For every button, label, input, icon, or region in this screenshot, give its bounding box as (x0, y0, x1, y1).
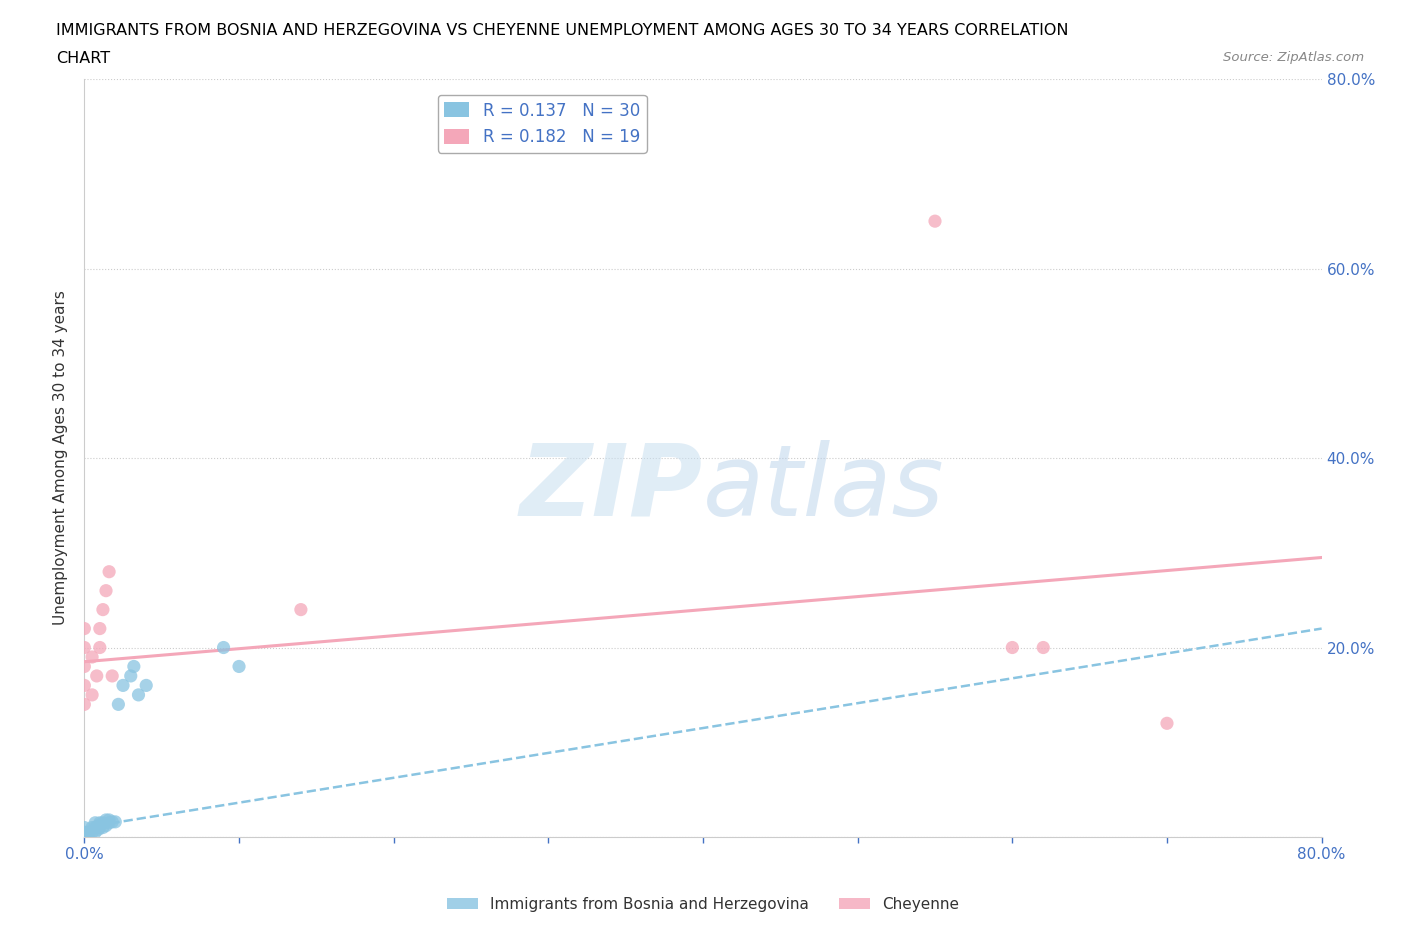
Point (86, 669, 108, 684)
Point (73, 830, 96, 844)
Point (101, 669, 124, 684)
Point (1156, 716, 1178, 731)
Point (924, 214, 946, 229)
Point (82, 820, 104, 835)
Point (89, 621, 111, 636)
Point (112, 678, 135, 693)
Point (84, 820, 107, 835)
Point (1032, 640, 1054, 655)
Point (228, 659, 250, 674)
Point (91, 603, 114, 618)
Point (84, 825, 107, 840)
Point (84, 816, 107, 830)
Point (73, 820, 96, 835)
Point (89, 640, 111, 655)
Point (94, 813, 117, 828)
Point (98, 813, 121, 828)
Point (87, 818, 110, 833)
Text: atlas: atlas (703, 440, 945, 537)
Point (73, 825, 96, 840)
Point (128, 687, 150, 702)
Point (82, 825, 104, 840)
Point (73, 640, 96, 655)
Point (82, 649, 104, 664)
Point (77, 830, 100, 844)
Point (101, 815, 124, 830)
Point (212, 640, 235, 655)
Point (89, 816, 111, 830)
Legend: R = 0.137   N = 30, R = 0.182   N = 19: R = 0.137 N = 30, R = 0.182 N = 19 (437, 95, 647, 153)
Point (290, 603, 312, 618)
Point (73, 678, 96, 693)
Point (87, 822, 110, 837)
Point (98, 565, 121, 579)
Point (120, 669, 142, 684)
Point (82, 687, 104, 702)
Point (1001, 640, 1024, 655)
Point (91, 820, 114, 835)
Point (104, 815, 127, 830)
Point (107, 697, 129, 711)
Point (94, 583, 117, 598)
Point (73, 659, 96, 674)
Point (94, 818, 117, 833)
Point (122, 659, 145, 674)
Text: Source: ZipAtlas.com: Source: ZipAtlas.com (1223, 51, 1364, 64)
Point (91, 816, 114, 830)
Point (135, 678, 157, 693)
Text: CHART: CHART (56, 51, 110, 66)
Legend: Immigrants from Bosnia and Herzegovina, Cheyenne: Immigrants from Bosnia and Herzegovina, … (441, 891, 965, 918)
Point (77, 825, 100, 840)
Y-axis label: Unemployment Among Ages 30 to 34 years: Unemployment Among Ages 30 to 34 years (53, 290, 69, 626)
Text: IMMIGRANTS FROM BOSNIA AND HERZEGOVINA VS CHEYENNE UNEMPLOYMENT AMONG AGES 30 TO: IMMIGRANTS FROM BOSNIA AND HERZEGOVINA V… (56, 23, 1069, 38)
Point (89, 820, 111, 835)
Point (73, 697, 96, 711)
Point (73, 621, 96, 636)
Point (98, 816, 121, 830)
Text: ZIP: ZIP (520, 440, 703, 537)
